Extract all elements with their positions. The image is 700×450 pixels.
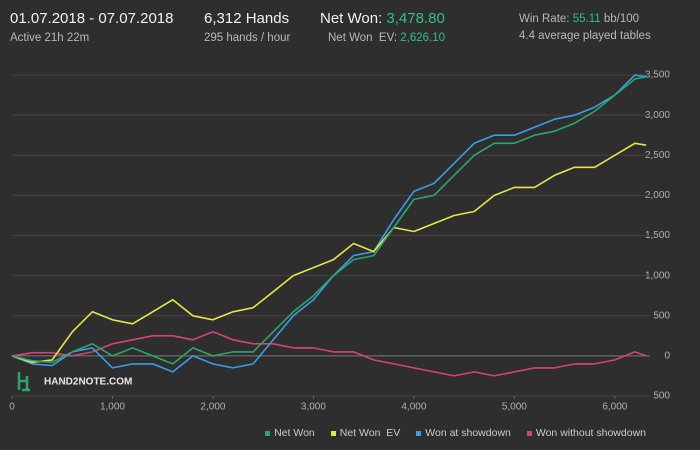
y-tick-label: 500: [653, 310, 670, 321]
legend-swatch: [416, 430, 422, 436]
legend-item[interactable]: Net Won EV: [330, 427, 401, 439]
x-tick-label: 2,000: [200, 402, 225, 413]
win-rate-value: 55.11: [572, 13, 601, 25]
win-rate-label: Win Rate:: [519, 13, 570, 25]
hands: 6,312 Hands: [204, 10, 290, 27]
lines: [11, 74, 647, 377]
watermark-text: HAND2NOTE.COM: [44, 377, 132, 388]
legend-swatch: [526, 430, 532, 436]
y-tick-label: 1,500: [645, 230, 670, 241]
y-tick-label: 2,500: [645, 150, 670, 161]
net-won-ev: Net Won EV: 2,626.10: [328, 32, 445, 44]
legend-swatch: [330, 430, 336, 436]
net-won-ev-label: Net Won EV:: [328, 32, 398, 44]
legend-label: Net Won EV: [339, 427, 401, 439]
x-tick-label: 4,000: [401, 402, 426, 413]
win-rate-unit: bb/100: [603, 13, 640, 25]
date-range: 01.07.2018 - 07.07.2018: [10, 10, 174, 27]
watermark-logo: [17, 372, 30, 392]
y-tick-label: 500: [653, 391, 670, 402]
win-rate: Win Rate: 55.11 bb/100: [519, 13, 639, 25]
legend: Net Won Net Won EV Won at showdown Won with…: [265, 427, 646, 439]
y-tick-label: 1,000: [645, 270, 670, 281]
y-tick-label: 2,000: [645, 190, 670, 201]
series-line: [11, 75, 647, 365]
legend-label: Won at showdown: [425, 427, 511, 439]
tables: 4.4 average played tables: [519, 30, 651, 42]
x-tick-label: 6,000: [602, 402, 627, 413]
legend-item[interactable]: Net Won: [265, 427, 315, 439]
legend-label: Net Won: [274, 427, 315, 439]
x-tick-label: 5,000: [502, 402, 527, 413]
series-line: [11, 142, 647, 364]
net-won-value: 3,478.80: [386, 10, 445, 27]
legend-label: Won without showdown: [535, 427, 646, 439]
x-tick-label: 3,000: [301, 402, 326, 413]
active-time: Active 21h 22m: [10, 32, 90, 44]
y-tick-label: 0: [664, 351, 670, 362]
hands-per-hour: 295 hands / hour: [204, 32, 291, 44]
series-line: [11, 331, 647, 377]
y-tick-label: 3,500: [645, 70, 670, 81]
y-tick-label: 3,000: [645, 110, 670, 121]
legend-swatch: [265, 430, 271, 436]
x-tick-label: 0: [9, 402, 15, 413]
series-line: [11, 74, 647, 373]
net-won: Net Won: 3,478.80: [320, 10, 445, 27]
legend-item[interactable]: Won without showdown: [526, 427, 646, 439]
net-won-ev-value: 2,626.10: [400, 32, 445, 44]
grid: 500 0 500 1,000 1,500 2,000 2,500 3,000 3,500 0 1,…: [9, 70, 670, 413]
watermark: HAND2NOTE.COM: [17, 372, 132, 392]
legend-item[interactable]: Won at showdown: [416, 427, 511, 439]
x-tick-label: 1,000: [100, 402, 125, 413]
net-won-label: Net Won:: [320, 10, 383, 27]
